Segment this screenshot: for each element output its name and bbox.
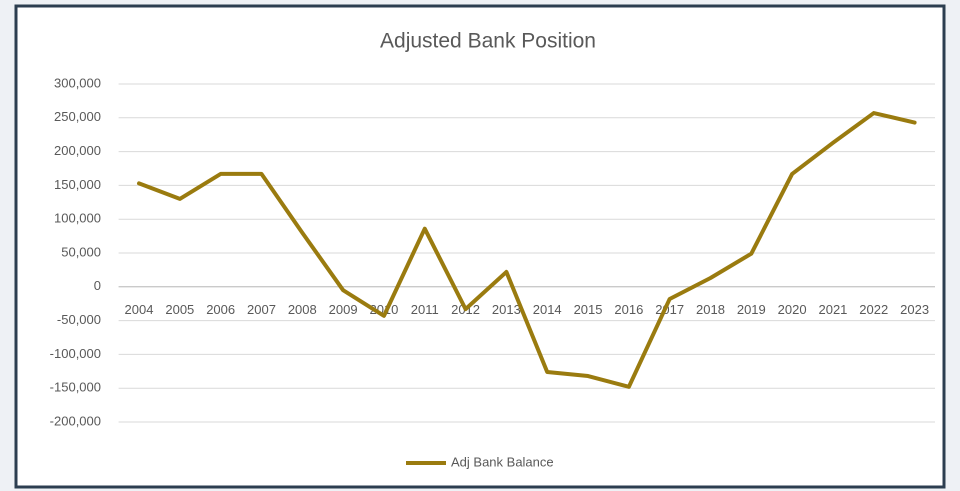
x-tick-label: 2015 <box>574 302 603 317</box>
y-tick-label: 250,000 <box>54 109 101 124</box>
x-tick-label: 2005 <box>165 302 194 317</box>
y-tick-label: 150,000 <box>54 177 101 192</box>
y-tick-label: -100,000 <box>50 346 101 361</box>
x-tick-label: 2006 <box>206 302 235 317</box>
x-tick-label: 2022 <box>859 302 888 317</box>
x-tick-label: 2017 <box>655 302 684 317</box>
x-tick-label: 2004 <box>125 302 154 317</box>
y-tick-label: 100,000 <box>54 211 101 226</box>
y-tick-label: -50,000 <box>57 312 101 327</box>
x-tick-label: 2013 <box>492 302 521 317</box>
y-tick-label: -150,000 <box>50 380 101 395</box>
y-tick-label: 200,000 <box>54 143 101 158</box>
x-tick-label: 2008 <box>288 302 317 317</box>
data-line <box>137 111 917 389</box>
x-tick-label: 2021 <box>818 302 847 317</box>
y-tick-label: -200,000 <box>50 413 101 428</box>
x-tick-label: 2014 <box>533 302 562 317</box>
chart-title: Adjusted Bank Position <box>380 30 596 53</box>
chart-frame <box>14 4 946 489</box>
x-tick-label: 2007 <box>247 302 276 317</box>
x-tick-label: 2011 <box>411 302 439 317</box>
x-tick-label: 2009 <box>329 302 358 317</box>
x-tick-label: 2020 <box>778 302 807 317</box>
x-tick-label: 2018 <box>696 302 725 317</box>
x-tick-label: 2016 <box>614 302 643 317</box>
y-tick-label: 300,000 <box>54 75 101 90</box>
y-tick-label: 0 <box>94 278 101 293</box>
x-tick-label: 2019 <box>737 302 766 317</box>
legend-label: Adj Bank Balance <box>451 454 554 469</box>
x-tick-label: 2023 <box>900 302 929 317</box>
y-tick-label: 50,000 <box>61 244 101 259</box>
